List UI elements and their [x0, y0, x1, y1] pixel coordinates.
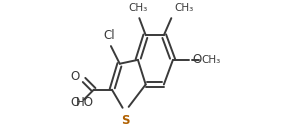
Text: O: O	[70, 96, 80, 109]
Text: CH₃: CH₃	[174, 3, 194, 13]
Text: HO: HO	[76, 96, 94, 109]
Text: CH₃: CH₃	[128, 3, 148, 13]
Text: CH₃: CH₃	[201, 55, 221, 65]
Text: S: S	[121, 114, 129, 127]
Text: O: O	[70, 70, 80, 83]
Text: Cl: Cl	[103, 29, 115, 42]
Text: O: O	[192, 53, 202, 66]
